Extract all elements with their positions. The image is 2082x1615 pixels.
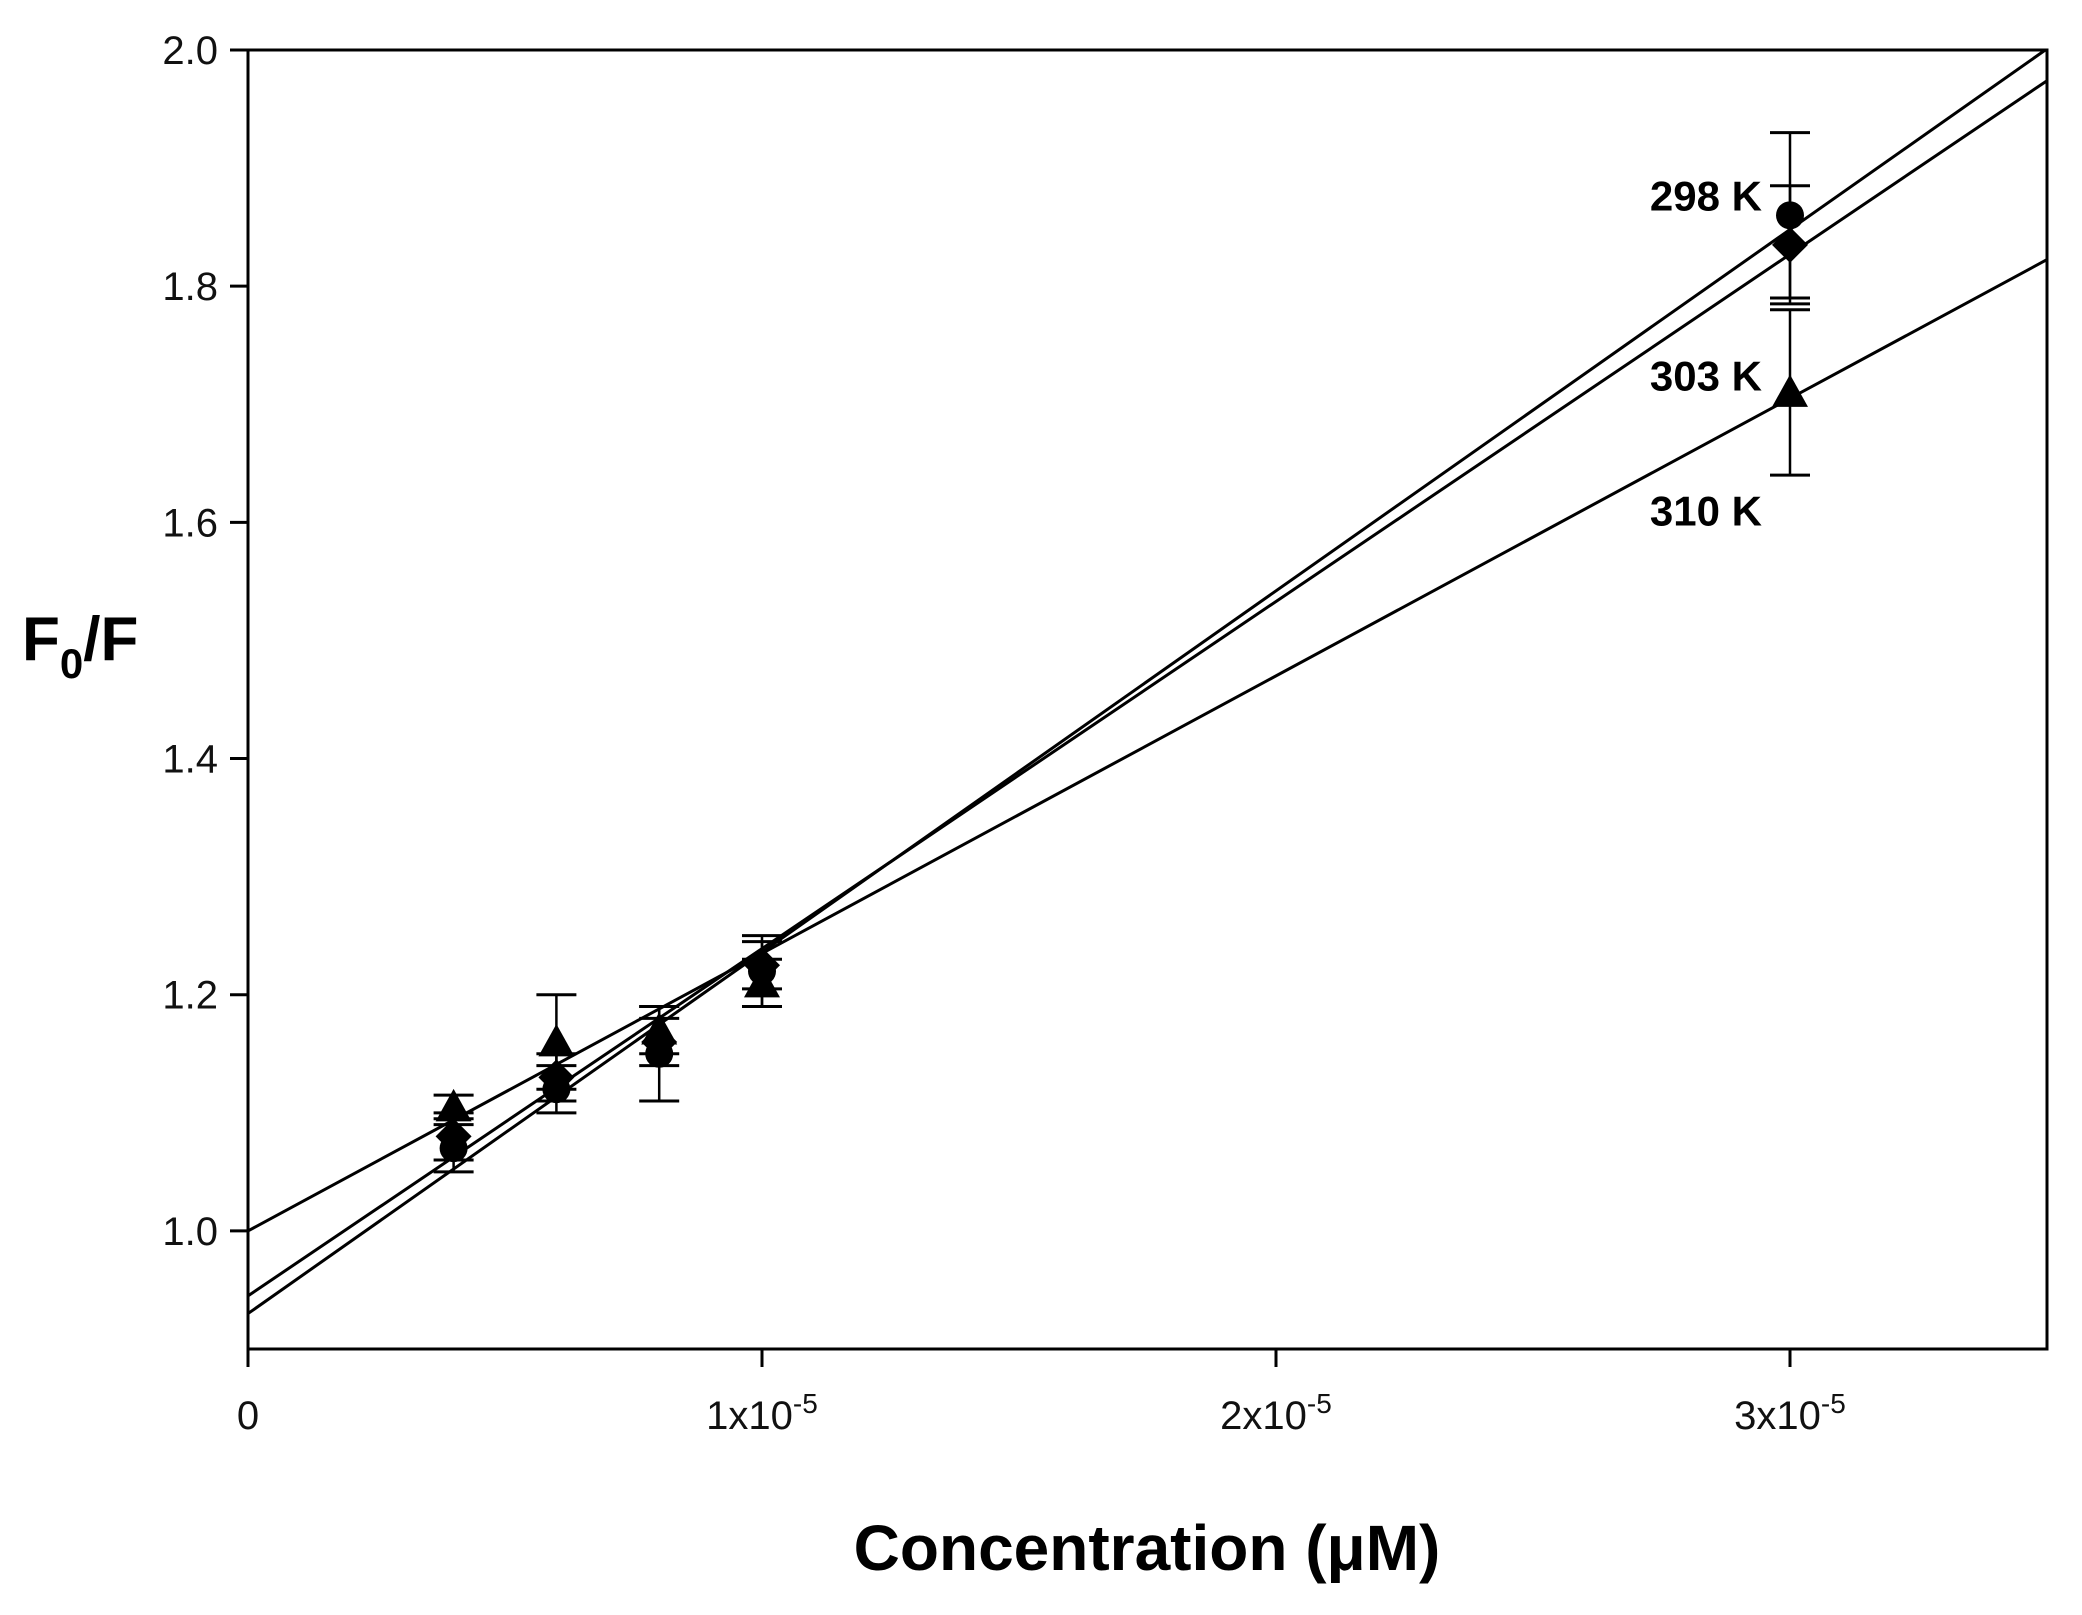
y-tick-label: 1.6 <box>162 501 218 545</box>
y-tick-label: 1.4 <box>162 738 218 782</box>
marker-triangle <box>641 1012 678 1045</box>
marker-diamond <box>1772 226 1808 263</box>
tick-labels: 1.0 1.2 1.4 1.6 1.8 2.0 0 1x10-5 2x10-5 3x10-5 <box>162 29 1845 1438</box>
y-tick-label: 1.0 <box>162 1210 218 1254</box>
fit-lines <box>247 48 2048 1315</box>
series-label: 310 K <box>1650 487 1762 534</box>
error-bars <box>433 131 1810 1174</box>
marker-triangle <box>1772 374 1808 407</box>
x-axis-title: Concentration (μM) <box>854 1512 1441 1584</box>
fit-line <box>247 79 2048 1298</box>
x-tick-label: 2x10-5 <box>1220 1388 1332 1438</box>
data-markers <box>435 201 1808 1163</box>
marker-triangle <box>744 964 780 998</box>
series-labels: 298 K 303 K 310 K <box>1650 172 1762 534</box>
marker-triangle <box>538 1023 575 1057</box>
y-tick-label: 1.8 <box>162 265 218 309</box>
series-label: 298 K <box>1650 172 1762 219</box>
marker-diamond <box>538 1059 575 1096</box>
axis-ticks <box>230 48 1792 1367</box>
x-tick-label: 3x10-5 <box>1734 1388 1846 1438</box>
marker-circle <box>1776 201 1804 230</box>
fit-line <box>247 48 2047 1315</box>
y-axis-title: F0/F <box>22 605 138 687</box>
plot-frame <box>246 48 2049 1351</box>
marker-diamond <box>435 1118 472 1155</box>
y-tick-label: 1.2 <box>162 974 218 1018</box>
marker-triangle <box>435 1088 472 1122</box>
series-label: 303 K <box>1650 352 1762 399</box>
y-tick-label: 2.0 <box>162 29 218 73</box>
x-tick-label: 1x10-5 <box>706 1388 818 1438</box>
x-tick-label: 0 <box>237 1394 259 1438</box>
